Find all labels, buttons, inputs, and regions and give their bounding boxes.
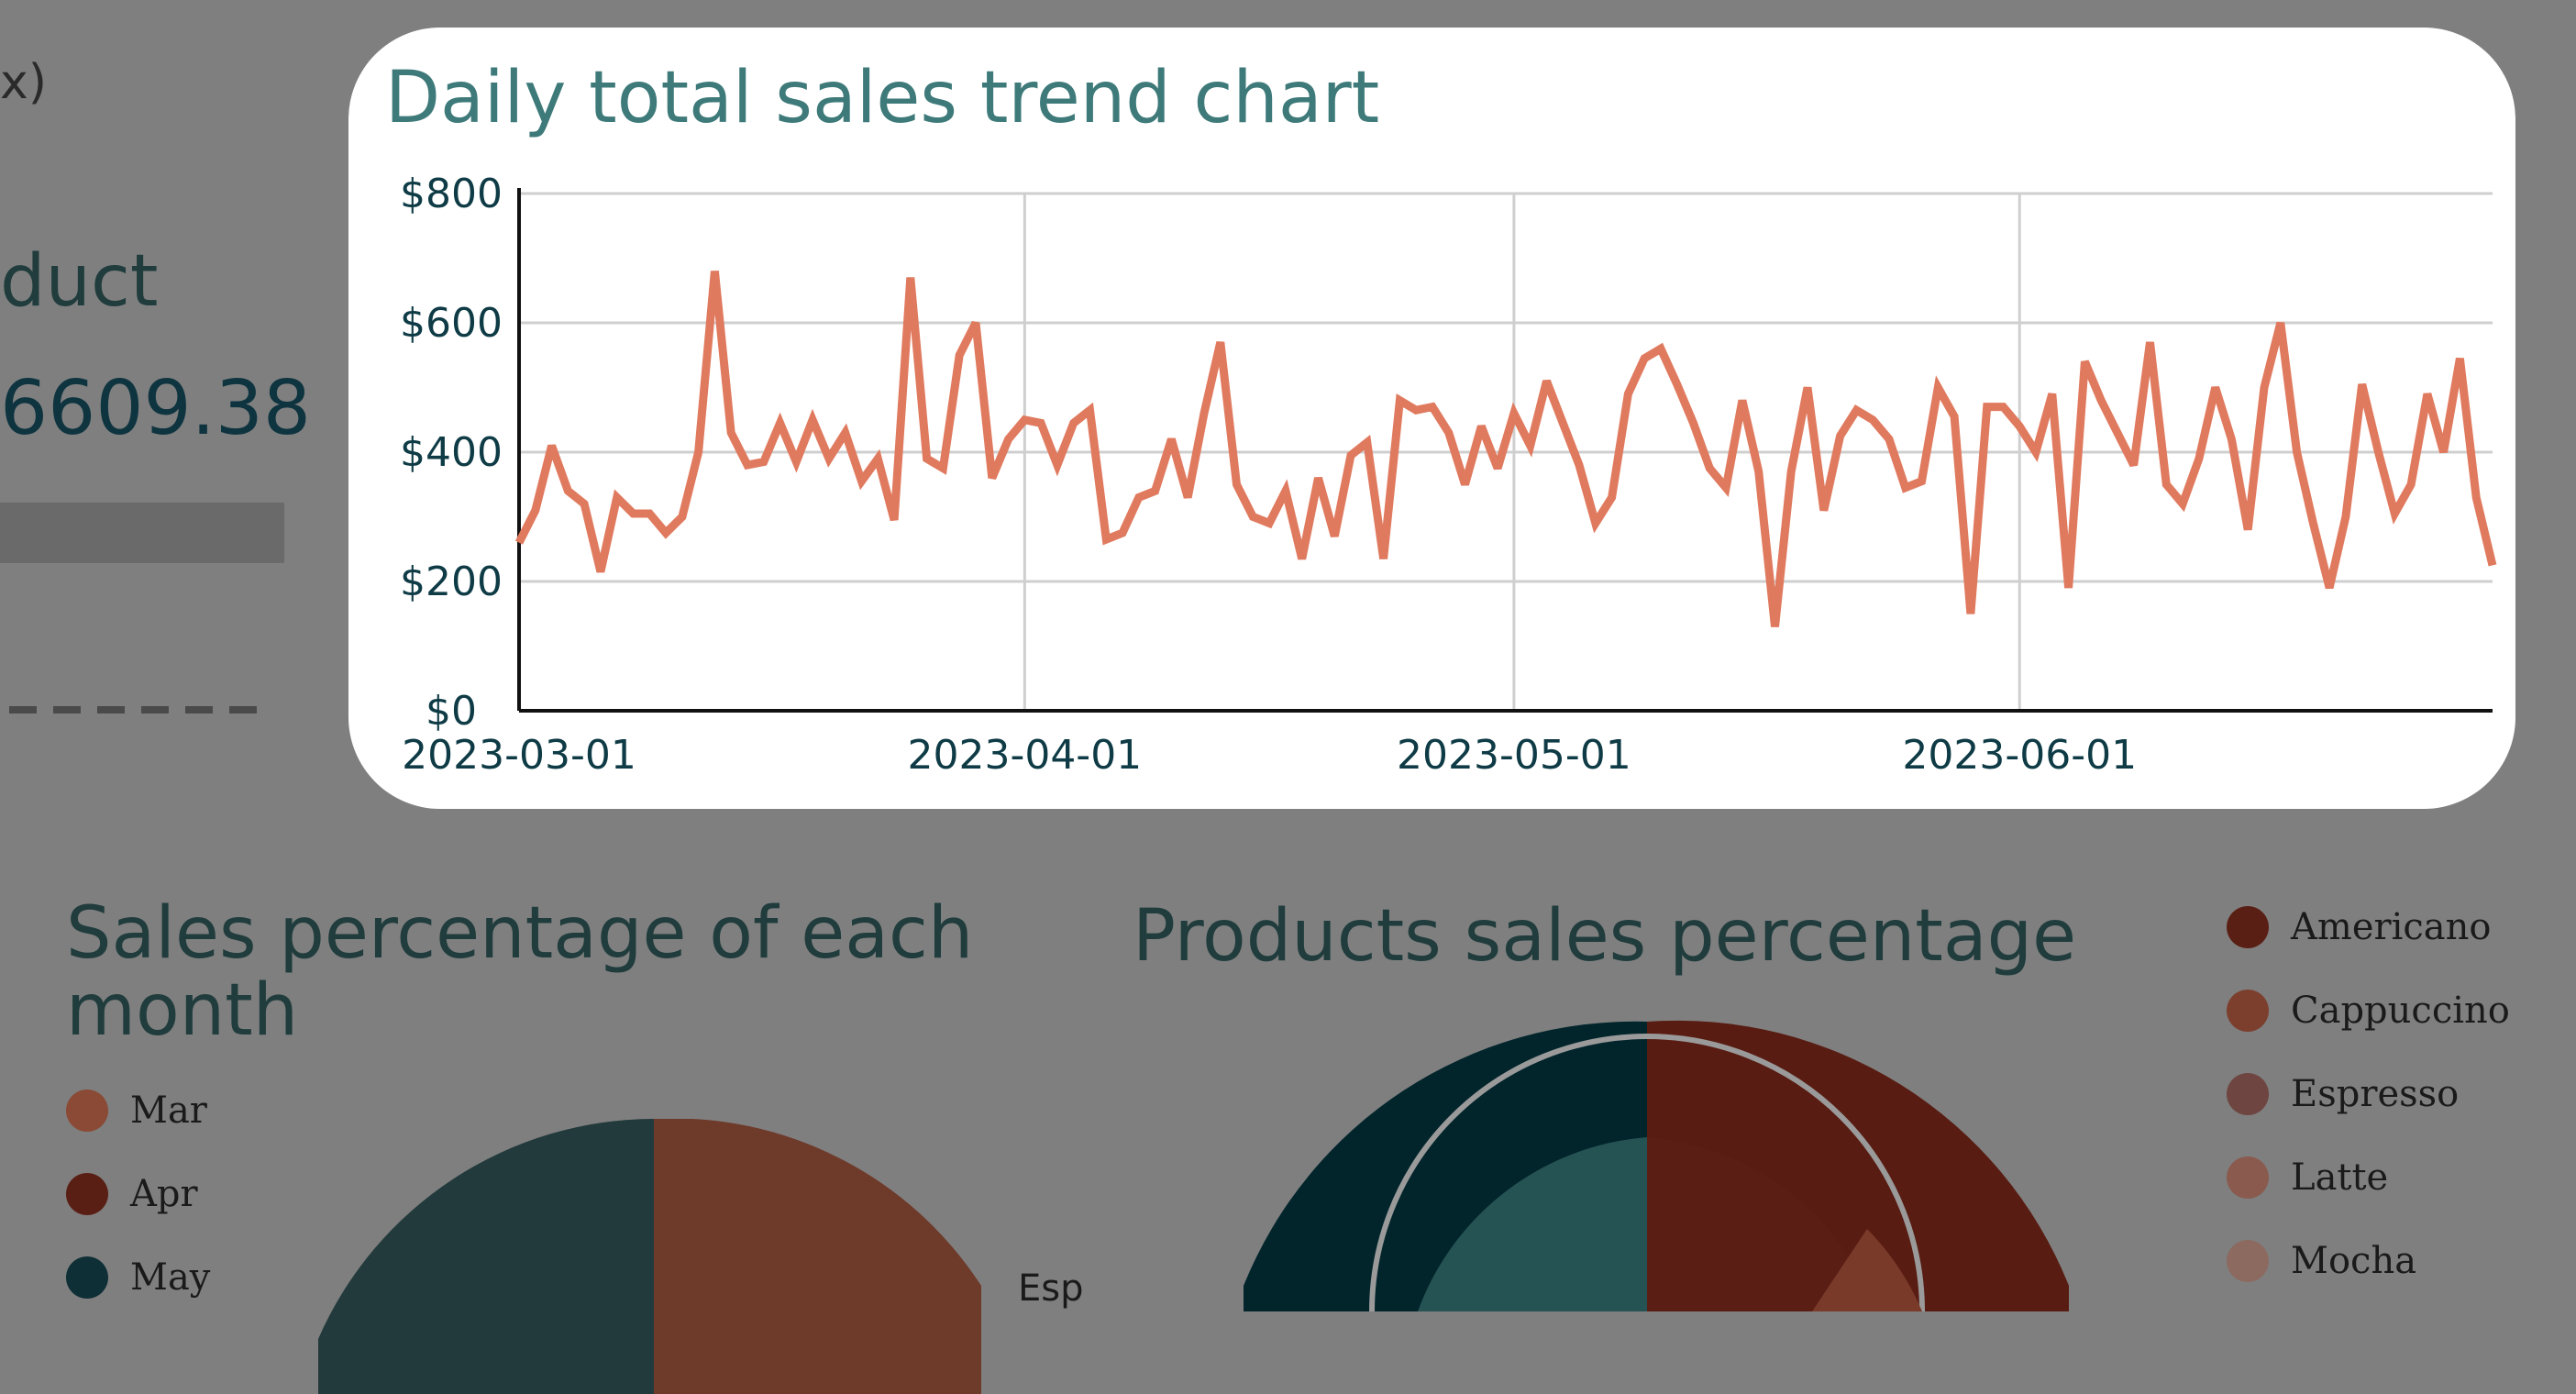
background-top-label: x): [0, 55, 48, 110]
sales-series-line: [514, 271, 2497, 627]
product-pie-ring: [1369, 1034, 1925, 1311]
legend-label: May: [130, 1256, 211, 1299]
legend-label: Apr: [130, 1173, 198, 1215]
product-legend-item-americano: Americano: [2227, 906, 2492, 948]
background-product-value: 6609.38: [0, 365, 312, 452]
y-tick-label: $400: [400, 429, 503, 476]
legend-label: Latte: [2291, 1156, 2389, 1199]
x-tick-label: 2023-05-01: [1397, 732, 1631, 779]
legend-label: Mar: [130, 1090, 207, 1132]
legend-swatch: [2227, 906, 2269, 948]
product-pie-inner-left: [1418, 1137, 1647, 1311]
product-pie-chart: [1244, 1020, 2069, 1311]
legend-swatch: [66, 1256, 108, 1299]
product-legend-item-cappuccino: Cappuccino: [2227, 990, 2510, 1032]
x-tick-label: 2023-06-01: [1902, 732, 2137, 779]
legend-swatch: [2227, 1240, 2269, 1282]
x-tick-label: 2023-04-01: [907, 732, 1142, 779]
legend-label: Cappuccino: [2291, 990, 2510, 1032]
y-tick-label: $0: [426, 688, 477, 735]
chart-title: Daily total sales trend chart: [385, 57, 1380, 139]
y-tick-label: $800: [400, 171, 503, 217]
x-tick-label: 2023-03-01: [402, 732, 636, 779]
legend-label: Mocha: [2291, 1240, 2417, 1282]
daily-sales-line-chart: $0 $200 $400 $600 $800 2023-03-01 2023-04-01 20…: [400, 171, 2497, 779]
product-pie-inner-right: [1647, 1137, 1876, 1311]
legend-label: Espresso: [2291, 1073, 2460, 1115]
legend-label: Americano: [2291, 906, 2492, 948]
product-pie-side-label: Esp: [1018, 1267, 1084, 1310]
legend-swatch: [2227, 990, 2269, 1032]
y-tick-label: $200: [400, 559, 503, 605]
product-legend-item-espresso: Espresso: [2227, 1073, 2459, 1115]
product-pie-title: Products sales percentage: [1133, 895, 2077, 978]
month-pie-chart: [318, 1119, 981, 1394]
month-legend-item-apr: Apr: [66, 1173, 198, 1215]
background-dashed-divider: [9, 706, 266, 714]
product-legend-item-latte: Latte: [2227, 1156, 2388, 1199]
month-legend-item-mar: Mar: [66, 1090, 207, 1132]
product-legend-item-mocha: Mocha: [2227, 1240, 2416, 1282]
legend-swatch: [66, 1090, 108, 1132]
y-tick-label: $600: [400, 300, 503, 347]
month-pie-slice-mar: [654, 1119, 981, 1394]
legend-swatch: [66, 1173, 108, 1215]
month-legend-item-may: May: [66, 1256, 210, 1299]
month-pie-slice-may: [318, 1119, 654, 1394]
background-product-label: duct: [0, 240, 159, 323]
daily-sales-chart-card: Daily total sales trend chart $0 $200 $400…: [348, 28, 2515, 809]
background-progress-bar: [0, 503, 284, 563]
legend-swatch: [2227, 1156, 2269, 1199]
legend-swatch: [2227, 1073, 2269, 1115]
month-pie-title: Sales percentage of each month: [66, 892, 974, 1052]
